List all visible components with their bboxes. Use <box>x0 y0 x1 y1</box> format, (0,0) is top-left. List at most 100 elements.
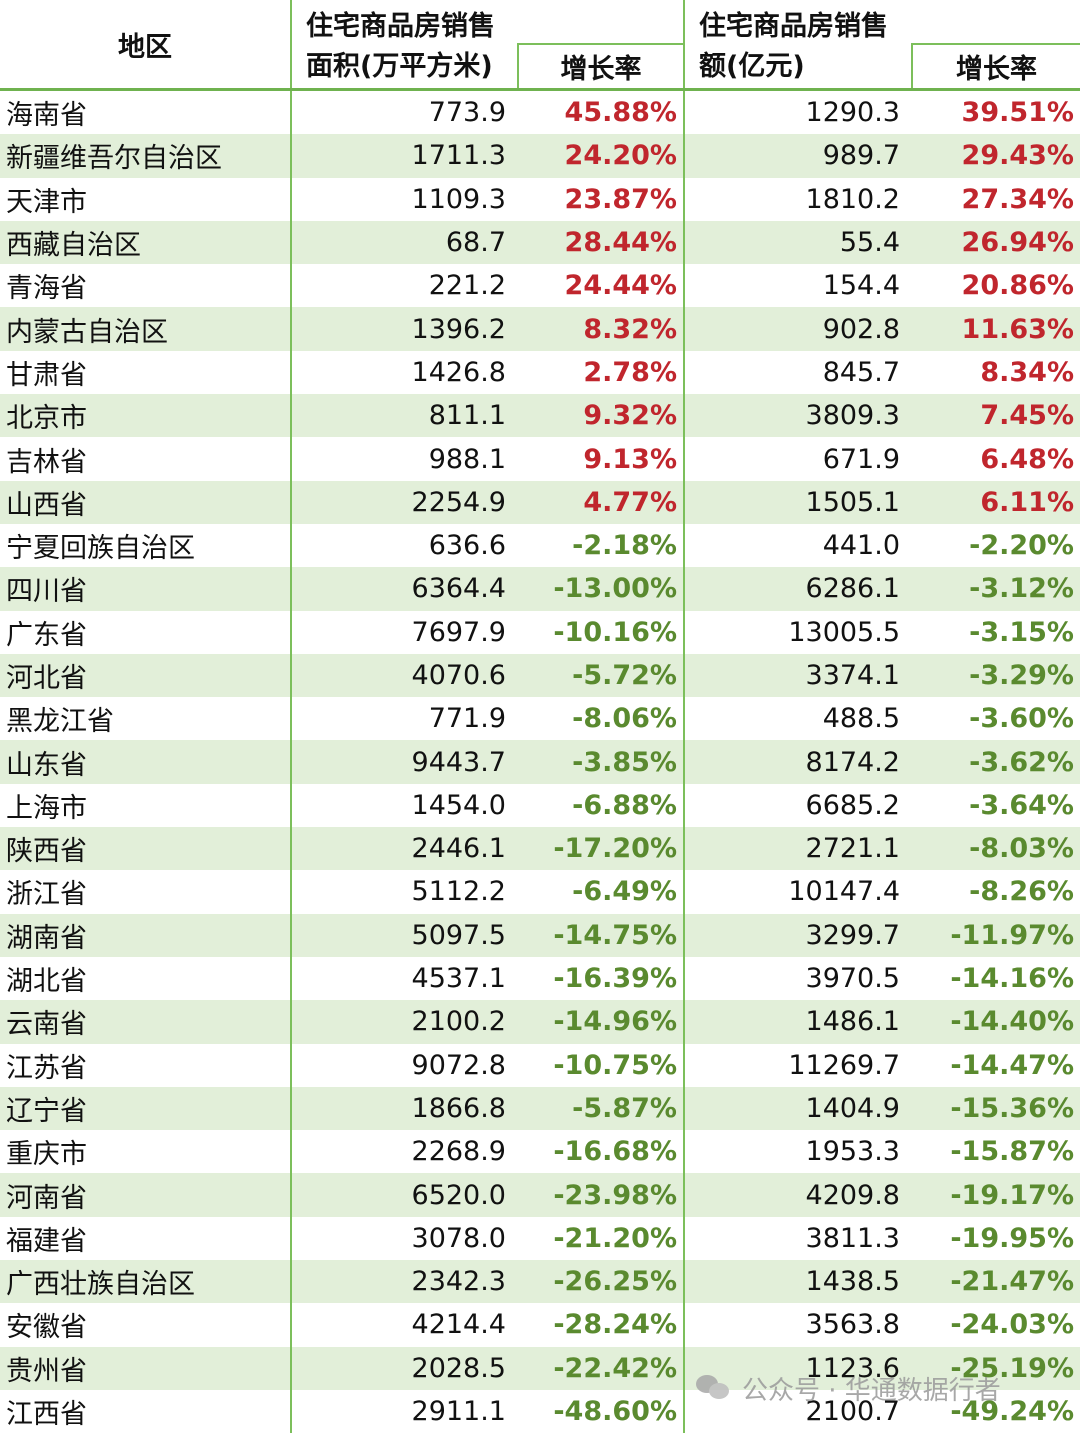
region-cell: 山东省 <box>0 740 292 784</box>
header-amount-title: 住宅商品房销售 <box>684 0 1080 44</box>
amount-growth-cell: -2.20% <box>969 530 1074 562</box>
header-region: 地区 <box>0 0 292 91</box>
region-cell: 山西省 <box>0 480 292 524</box>
area-growth-cell: -6.88% <box>518 783 685 828</box>
amount-cell: 11269.7 <box>788 1049 900 1081</box>
table-row: 重庆市 2268.9 -16.68% 1953.3 -15.87% <box>0 1130 1080 1174</box>
amount-growth-cell: -25.19% <box>912 1346 1080 1390</box>
region-cell: 湖南省 <box>0 913 292 957</box>
header-amount-unit: 额(亿元) <box>684 44 912 91</box>
region-cell: 安徽省 <box>0 1303 292 1347</box>
area-growth-cell: 24.20% <box>518 134 685 178</box>
area-growth-cell: -48.60% <box>518 1389 685 1433</box>
amount-growth-cell: 20.86% <box>961 270 1074 302</box>
amount-growth-cell: -3.62% <box>912 740 1080 784</box>
amount-growth-cell: -3.60% <box>969 703 1074 735</box>
amount-cell: 55.4 <box>684 220 912 265</box>
amount-cell: 3563.8 <box>805 1309 900 1341</box>
area-cell: 1866.8 <box>291 1086 518 1131</box>
amount-growth-cell: -8.03% <box>912 827 1080 871</box>
amount-growth-cell: -11.97% <box>912 913 1080 957</box>
amount-cell: 4209.8 <box>684 1173 912 1217</box>
region-cell: 青海省 <box>0 264 292 308</box>
table-row: 吉林省 988.1 9.13% 671.9 6.48% <box>0 437 1080 481</box>
table-row: 河南省 6520.0 -23.98% 4209.8 -19.17% <box>0 1173 1080 1217</box>
table-row: 江苏省 9072.8 -10.75% 11269.7 -14.47% <box>0 1043 1080 1087</box>
amount-cell: 1505.1 <box>684 480 912 524</box>
amount-growth-cell: 6.11% <box>912 480 1080 524</box>
area-growth-cell: -14.75% <box>518 913 685 957</box>
area-growth-cell: 24.44% <box>518 264 685 308</box>
amount-growth-cell: -14.40% <box>912 1000 1080 1044</box>
table-row: 新疆维吾尔自治区 1711.3 24.20% 989.7 29.43% <box>0 134 1080 178</box>
table-body: 海南省 773.9 45.88% 1290.3 39.51% 新疆维吾尔自治区 1711.3… <box>0 89 1080 1433</box>
area-cell: 4214.4 <box>411 1309 506 1341</box>
amount-cell: 3811.3 <box>805 1222 900 1254</box>
amount-growth-cell: 39.51% <box>961 97 1074 129</box>
region-cell: 江苏省 <box>0 1043 292 1087</box>
table-row: 内蒙古自治区 1396.2 8.32% 902.8 11.63% <box>0 307 1080 351</box>
amount-growth-cell: -49.24% <box>950 1396 1074 1428</box>
amount-cell: 8174.2 <box>684 740 912 784</box>
header-area-unit: 面积(万平方米) <box>291 44 518 91</box>
amount-cell: 13005.5 <box>788 616 900 648</box>
amount-cell: 1486.1 <box>684 1000 912 1044</box>
table-row: 浙江省 5112.2 -6.49% 10147.4 -8.26% <box>0 870 1080 914</box>
area-cell: 9443.7 <box>291 740 518 784</box>
area-cell: 1454.0 <box>411 789 506 821</box>
area-cell: 7697.9 <box>411 616 506 648</box>
table-row: 四川省 6364.4 -13.00% 6286.1 -3.12% <box>0 567 1080 611</box>
area-cell: 68.7 <box>291 220 518 265</box>
table-row: 北京市 811.1 9.32% 3809.3 7.45% <box>0 394 1080 438</box>
amount-cell: 1123.6 <box>684 1346 912 1390</box>
region-cell: 甘肃省 <box>0 350 292 395</box>
area-cell: 1109.3 <box>411 183 506 215</box>
area-cell: 2268.9 <box>411 1136 506 1168</box>
area-growth-cell: -22.42% <box>518 1346 685 1390</box>
table-row: 河北省 4070.6 -5.72% 3374.1 -3.29% <box>0 653 1080 698</box>
region-cell: 河北省 <box>0 653 292 698</box>
area-growth-cell: 9.32% <box>518 394 685 438</box>
area-growth-cell: -21.20% <box>518 1216 685 1261</box>
amount-cell: 10147.4 <box>788 876 900 908</box>
amount-growth-cell: -3.29% <box>912 653 1080 698</box>
table-row: 天津市 1109.3 23.87% 1810.2 27.34% <box>0 177 1080 221</box>
table-row: 福建省 3078.0 -21.20% 3811.3 -19.95% <box>0 1216 1080 1261</box>
table-row: 广东省 7697.9 -10.16% 13005.5 -3.15% <box>0 610 1080 654</box>
area-cell: 9072.8 <box>411 1049 506 1081</box>
table-row: 安徽省 4214.4 -28.24% 3563.8 -24.03% <box>0 1303 1080 1347</box>
amount-cell: 488.5 <box>822 703 900 735</box>
amount-growth-cell: -24.03% <box>950 1309 1074 1341</box>
table-row: 宁夏回族自治区 636.6 -2.18% 441.0 -2.20% <box>0 523 1080 568</box>
area-growth-cell: -10.16% <box>518 610 685 654</box>
amount-cell: 3809.3 <box>684 394 912 438</box>
amount-growth-cell: 7.45% <box>912 394 1080 438</box>
region-cell: 北京市 <box>0 394 292 438</box>
area-growth-cell: -10.75% <box>518 1043 685 1087</box>
area-growth-cell: -26.25% <box>518 1260 685 1304</box>
table-row: 湖北省 4537.1 -16.39% 3970.5 -14.16% <box>0 956 1080 1001</box>
region-cell: 福建省 <box>0 1216 292 1261</box>
area-cell: 4070.6 <box>291 653 518 698</box>
amount-cell: 989.7 <box>684 134 912 178</box>
region-cell: 天津市 <box>0 177 292 221</box>
amount-growth-cell: -14.16% <box>950 963 1074 995</box>
amount-cell: 154.4 <box>822 270 900 302</box>
table-row: 西藏自治区 68.7 28.44% 55.4 26.94% <box>0 220 1080 265</box>
amount-cell: 1438.5 <box>684 1260 912 1304</box>
amount-growth-cell: -8.26% <box>969 876 1074 908</box>
amount-cell: 1810.2 <box>805 183 900 215</box>
amount-growth-cell: -15.87% <box>950 1136 1074 1168</box>
region-cell: 河南省 <box>0 1173 292 1217</box>
region-cell: 海南省 <box>0 89 292 135</box>
table-row: 甘肃省 1426.8 2.78% 845.7 8.34% <box>0 350 1080 395</box>
area-cell: 2911.1 <box>411 1396 506 1428</box>
amount-growth-cell: -3.15% <box>969 616 1074 648</box>
amount-growth-cell: -14.47% <box>950 1049 1074 1081</box>
area-growth-cell: -14.96% <box>518 1000 685 1044</box>
area-growth-cell: -3.85% <box>518 740 685 784</box>
area-cell: 3078.0 <box>411 1222 506 1254</box>
table-row: 青海省 221.2 24.44% 154.4 20.86% <box>0 264 1080 308</box>
amount-growth-cell: 8.34% <box>980 356 1074 388</box>
area-cell: 2446.1 <box>291 827 518 871</box>
